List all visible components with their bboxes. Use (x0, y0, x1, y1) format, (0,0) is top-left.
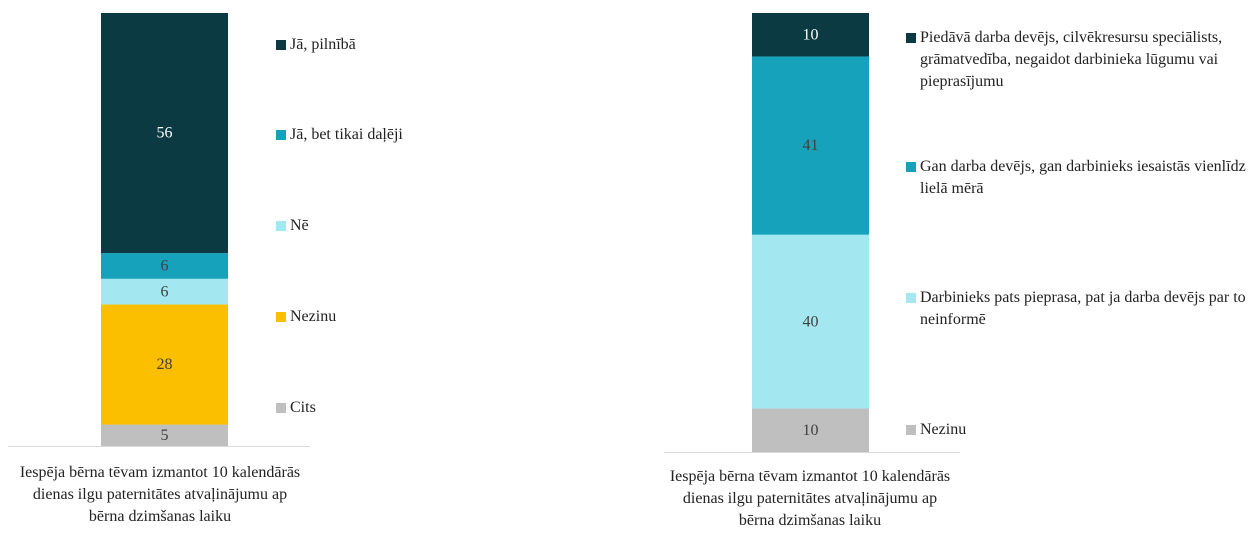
legend-swatch (276, 312, 286, 322)
legend-item: Nezinu (276, 306, 510, 328)
data-label: 6 (161, 283, 169, 300)
legend-swatch (276, 130, 286, 140)
bar-segment (752, 56, 869, 235)
legend-item: Cits (276, 397, 510, 419)
bar-segment (752, 13, 869, 57)
legend-item: Jā, pilnībā (276, 34, 510, 56)
data-label: 6 (161, 258, 169, 275)
data-label: 5 (161, 427, 169, 444)
bar-segment (752, 234, 869, 409)
bar-segment (101, 13, 228, 254)
bar-segment (101, 278, 228, 305)
bar-segment (101, 253, 228, 279)
category-label: Iespēja bērna tēvam izmantot 10 kalendār… (19, 464, 301, 525)
data-label: 40 (803, 313, 819, 330)
legend-item: Nezinu (906, 419, 1248, 441)
data-label: 10 (803, 422, 819, 439)
legend-item: Darbinieks pats pieprasa, pat ja darba d… (906, 287, 1248, 331)
category-label: Iespēja bērna tēvam izmantot 10 kalendār… (669, 468, 951, 529)
data-label: 41 (803, 137, 819, 154)
legend-swatch (276, 221, 286, 231)
legend-swatch (906, 33, 916, 43)
bar-segment (752, 408, 869, 452)
legend-item: Jā, bet tikai daļēji (276, 124, 510, 146)
legend-item: Piedāvā darba devējs, cilvēkresursu spec… (906, 27, 1248, 93)
legend-swatch (276, 403, 286, 413)
bar-segment (101, 424, 228, 446)
legend-swatch (906, 425, 916, 435)
legend-item: Gan darba devējs, gan darbinieks iesaist… (906, 156, 1248, 200)
bar-segment (101, 304, 228, 425)
legend-swatch (906, 162, 916, 172)
data-label: 56 (157, 125, 173, 142)
legend-swatch (906, 293, 916, 303)
legend-swatch (276, 40, 286, 50)
data-label: 28 (157, 356, 173, 373)
data-label: 10 (803, 26, 819, 43)
legend-item: Nē (276, 215, 510, 237)
